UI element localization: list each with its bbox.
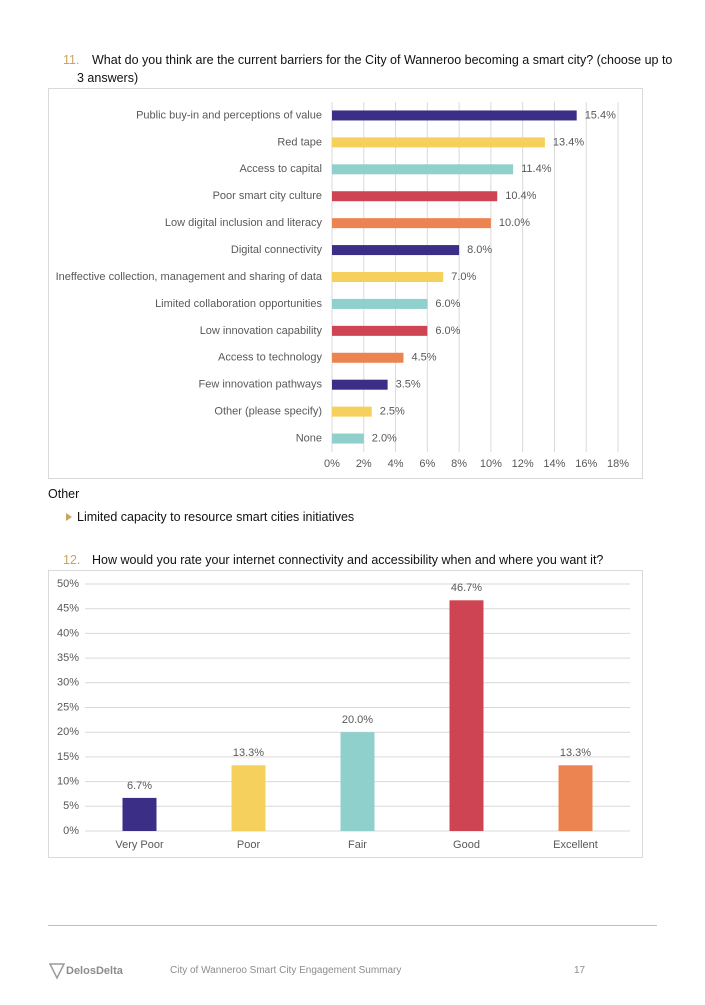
logo-icon: [48, 963, 66, 980]
y-tick-label: 10%: [57, 776, 79, 788]
category-label: Low innovation capability: [200, 325, 323, 337]
value-label: 8.0%: [467, 244, 492, 256]
value-label: 20.0%: [342, 714, 373, 726]
question-number: 12.: [63, 553, 81, 567]
x-tick-label: 12%: [512, 458, 534, 470]
value-label: 3.5%: [396, 379, 421, 391]
x-tick-label: Fair: [348, 839, 367, 851]
y-tick-label: 20%: [57, 726, 79, 738]
bar: [332, 191, 498, 202]
value-label: 10.4%: [505, 190, 536, 202]
x-tick-label: 6%: [419, 458, 435, 470]
category-label: Low digital inclusion and literacy: [165, 217, 323, 229]
value-label: 6.7%: [127, 780, 152, 792]
value-label: 2.0%: [372, 432, 397, 444]
bar: [332, 406, 372, 417]
value-label: 46.7%: [451, 582, 482, 594]
category-label: Public buy-in and perceptions of value: [136, 109, 322, 121]
x-tick-label: 14%: [543, 458, 565, 470]
x-tick-label: 0%: [324, 458, 340, 470]
value-label: 13.3%: [233, 747, 264, 759]
x-tick-label: 8%: [451, 458, 467, 470]
category-label: Few innovation pathways: [198, 379, 322, 391]
page-number: 17: [574, 965, 586, 976]
bar: [332, 245, 460, 256]
x-tick-label: Poor: [237, 839, 261, 851]
bar: [332, 137, 545, 148]
value-label: 13.3%: [560, 747, 591, 759]
category-label: Other (please specify): [214, 406, 322, 418]
y-tick-label: 5%: [63, 800, 79, 812]
y-tick-label: 40%: [57, 627, 79, 639]
bar: [332, 164, 514, 175]
value-label: 13.4%: [553, 136, 584, 148]
section-heading: Other: [48, 487, 80, 501]
y-tick-label: 15%: [57, 751, 79, 763]
question-text: How would you rate your internet connect…: [92, 553, 604, 567]
x-tick-label: 16%: [575, 458, 597, 470]
category-label: None: [296, 432, 322, 444]
chart-frame: [48, 570, 643, 858]
y-tick-label: 45%: [57, 603, 79, 615]
bar: [340, 732, 375, 831]
category-label: Limited collaboration opportunities: [155, 298, 322, 310]
bar: [122, 797, 157, 831]
y-tick-label: 0%: [63, 825, 79, 837]
category-label: Ineffective collection, management and s…: [56, 271, 323, 283]
x-tick-label: Good: [453, 839, 480, 851]
y-tick-label: 50%: [57, 578, 79, 590]
bar: [332, 325, 428, 336]
x-tick-label: 2%: [356, 458, 372, 470]
y-tick-label: 35%: [57, 652, 79, 664]
category-label: Access to capital: [239, 163, 322, 175]
x-tick-label: Very Poor: [115, 839, 164, 851]
category-label: Digital connectivity: [231, 244, 323, 256]
value-label: 10.0%: [499, 217, 530, 229]
bar: [558, 765, 593, 831]
value-label: 2.5%: [380, 406, 405, 418]
logo: DelosDelta: [66, 965, 123, 977]
bar: [332, 218, 491, 229]
x-tick-label: 4%: [388, 458, 404, 470]
bar: [449, 600, 484, 831]
category-label: Poor smart city culture: [213, 190, 322, 202]
value-label: 11.4%: [521, 163, 552, 175]
list-item: Limited capacity to resource smart citie…: [77, 510, 355, 524]
bar: [332, 298, 428, 309]
value-label: 15.4%: [585, 109, 616, 121]
question-number: 11.: [63, 53, 80, 67]
bar: [332, 272, 444, 282]
y-tick-label: 30%: [57, 677, 79, 689]
bar: [231, 765, 266, 831]
value-label: 6.0%: [435, 325, 460, 337]
bar: [332, 352, 404, 363]
bar: [332, 110, 577, 121]
bar: [332, 433, 364, 444]
bar: [332, 379, 388, 390]
footer-title: City of Wanneroo Smart City Engagement S…: [170, 965, 402, 976]
category-label: Red tape: [277, 136, 322, 148]
category-label: Access to technology: [218, 352, 322, 364]
question-text: What do you think are the current barrie…: [77, 53, 673, 85]
question-text: What do you think are the current barrie…: [77, 51, 677, 87]
y-tick-label: 25%: [57, 701, 79, 713]
x-tick-label: Excellent: [553, 839, 598, 851]
bullet: [66, 513, 72, 521]
value-label: 7.0%: [451, 271, 476, 283]
x-tick-label: 18%: [607, 458, 629, 470]
value-label: 6.0%: [435, 298, 460, 310]
chart-frame: [48, 88, 643, 479]
x-tick-label: 10%: [480, 458, 502, 470]
value-label: 4.5%: [412, 352, 437, 364]
